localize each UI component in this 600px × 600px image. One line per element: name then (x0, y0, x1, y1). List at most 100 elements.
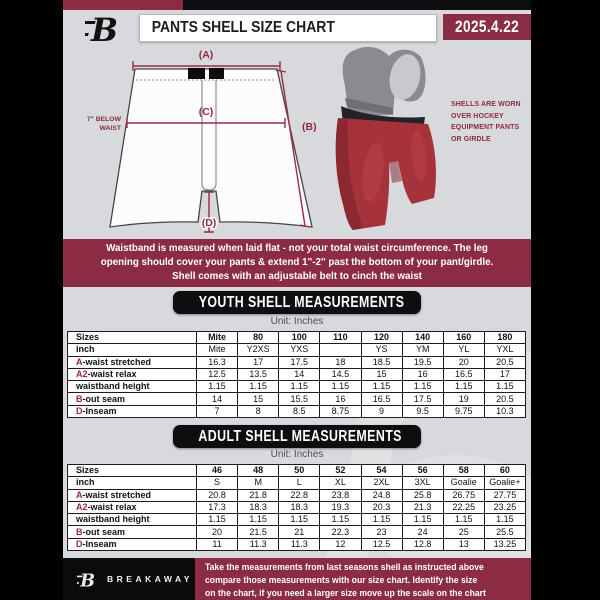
table-cell: 25.8 (401, 488, 444, 502)
table-cell: 160 (442, 330, 485, 345)
table-cell: 16.5 (360, 392, 403, 406)
table-cell: 9.75 (442, 404, 485, 419)
table-row: Sizes Mite 80 100 110 120 140 160 180 (67, 330, 527, 345)
youth-section-title-text: YOUTH SHELL MEASUREMENTS (198, 294, 405, 311)
table-cell: 14 (278, 367, 321, 382)
table-cell: 18.3 (278, 500, 321, 515)
table-cell: 12.5 (360, 537, 403, 552)
row-label: A2-waist relax (67, 500, 197, 515)
banner-line: Waistband is measured when laid flat - n… (106, 243, 488, 254)
footer-note-line: on the chart, if you need a larger size … (205, 587, 486, 599)
table-row: waistband height 1.15 1.15 1.15 1.15 1.15 1.15… (67, 380, 527, 394)
youth-section-title: YOUTH SHELL MEASUREMENTS (173, 291, 421, 314)
table-cell: 1.15 (360, 513, 403, 527)
table-cell: 16.3 (195, 355, 239, 369)
table-row: A-waist stretched 16.3 17 17.5 18 18.5 19.5 20 2… (67, 355, 527, 369)
table-cell: YM (401, 343, 444, 357)
top-strip (63, 0, 531, 10)
table-row: inch Mite Y2XS YXS YS YM YL YXL (67, 343, 527, 357)
table-cell: YXL (483, 343, 527, 357)
table-cell: 22.3 (319, 525, 362, 539)
table-cell: 52 (319, 463, 362, 478)
table-cell: M (237, 476, 280, 490)
table-cell: Mite (195, 343, 239, 357)
table-cell: 27.75 (483, 488, 527, 502)
row-label: B-out seam (67, 525, 197, 539)
table-cell: 25.5 (483, 525, 527, 539)
table-cell: 8 (237, 404, 280, 419)
row-label: D-Inseam (67, 537, 197, 552)
shorts-diagram: (A) (C) (B) (D) 7" BELOW WAIST (87, 49, 317, 233)
page-title: PANTS SHELL SIZE CHART (151, 19, 335, 36)
waist-note-line2: WAIST (99, 125, 121, 132)
row-label: D-Inseam (67, 404, 197, 419)
table-cell: 1.15 (319, 513, 362, 527)
date-badge: 2025.4.22 (443, 14, 531, 40)
brand-name: BREAKAWAY (107, 574, 193, 584)
table-cell: 18.3 (237, 500, 280, 515)
shell-photo (335, 46, 436, 230)
table-cell: 26.75 (442, 488, 485, 502)
photo-note-line: OR GIRDLE (451, 135, 491, 143)
table-cell: 24.8 (360, 488, 403, 502)
table-cell: 25 (442, 525, 485, 539)
table-cell: 20.5 (483, 355, 527, 369)
measurement-diagram: (A) (C) (B) (D) 7" BELOW WAIST (63, 44, 531, 239)
table-cell: 20.8 (195, 488, 239, 502)
label-d: (D) (202, 217, 217, 229)
table-cell: 100 (278, 330, 321, 345)
table-cell: 12.5 (195, 367, 239, 382)
table-cell: 46 (195, 463, 239, 478)
table-cell: 20 (442, 355, 485, 369)
table-cell: L (278, 476, 321, 490)
table-cell: 54 (360, 463, 403, 478)
row-label: waistband height (67, 380, 197, 394)
table-cell: 7 (195, 404, 239, 419)
waist-note-line1: 7" BELOW (87, 116, 122, 123)
table-row: B-out seam 20 21.5 21 22.3 23 24 25 25.5 (67, 525, 527, 539)
table-row: D-Inseam 11 11.3 11.3 12 12.5 12.8 13 13.25 (67, 537, 527, 552)
table-cell: 11 (195, 537, 239, 552)
table-cell: 3XL (401, 476, 444, 490)
row-label: inch (67, 476, 197, 490)
table-cell: 19.5 (401, 355, 444, 369)
table-cell: 2XL (360, 476, 403, 490)
table-cell: 48 (237, 463, 280, 478)
table-cell: 15.5 (278, 392, 321, 406)
table-cell: 110 (319, 330, 362, 345)
row-label: Sizes (67, 330, 197, 345)
adult-unit-label: Unit: Inches (270, 449, 324, 460)
adult-measurements-table: Sizes 46 48 50 52 54 56 58 60 inch S M L XL 2XL 3XL Goal… (67, 463, 527, 552)
row-label: B-out seam (67, 392, 197, 406)
table-cell: 14 (195, 392, 239, 406)
top-strip-accent (63, 0, 183, 10)
table-cell: 1.15 (278, 380, 321, 394)
footer-brand-bar: B BREAKAWAY (63, 558, 195, 600)
table-cell: 180 (483, 330, 527, 345)
table-cell: 140 (401, 330, 444, 345)
label-b: (B) (302, 121, 317, 133)
table-cell: 1.15 (442, 380, 485, 394)
table-cell: 15 (237, 392, 280, 406)
row-label: A2-waist relax (67, 367, 197, 382)
footer-note: Take the measurements from last seasons … (195, 558, 531, 600)
table-cell: 21 (278, 525, 321, 539)
table-cell: 11.3 (278, 537, 321, 552)
table-cell: 18.5 (360, 355, 403, 369)
table-cell: 1.15 (278, 513, 321, 527)
table-cell: 17.3 (195, 500, 239, 515)
table-cell: 8.75 (319, 404, 362, 419)
row-label: Sizes (67, 463, 197, 478)
banner-line: Shell comes with an adjustable belt to c… (172, 271, 422, 283)
table-cell: 18 (319, 355, 362, 369)
adult-section-title-text: ADULT SHELL MEASUREMENTS (198, 428, 402, 445)
table-cell: 60 (483, 463, 527, 478)
table-cell: 23.25 (483, 500, 527, 515)
table-cell: 13.5 (237, 367, 280, 382)
row-label: waistband height (67, 513, 197, 527)
table-cell: 21.8 (237, 488, 280, 502)
photo-note-line: SHELLS ARE WORN (451, 101, 521, 108)
youth-measurements-table: Sizes Mite 80 100 110 120 140 160 180 inch Mite Y2X… (67, 330, 527, 419)
table-cell: 19 (442, 392, 485, 406)
table-cell: 9 (360, 404, 403, 419)
